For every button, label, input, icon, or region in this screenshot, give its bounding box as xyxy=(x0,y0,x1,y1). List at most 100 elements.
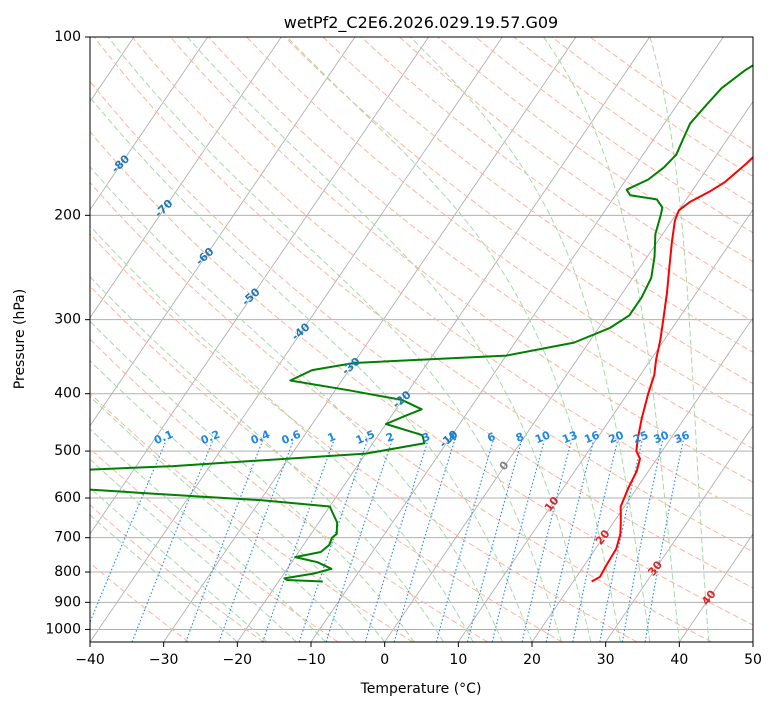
isotherm-line xyxy=(163,37,577,642)
dry-adiabat-line xyxy=(90,181,712,642)
temperature-label: 40 xyxy=(699,587,719,607)
temperature-label: 30 xyxy=(645,558,665,578)
moist-adiabat-line xyxy=(90,166,503,642)
mixing-ratio-line xyxy=(644,440,684,642)
dry-adiabat-line xyxy=(513,37,753,205)
mixing-ratio-label: 10 xyxy=(533,428,552,446)
dry-adiabat-line xyxy=(90,233,638,642)
mixing-ratio-label: 30 xyxy=(652,428,671,446)
temperature-label: 10 xyxy=(542,494,562,514)
moist-adiabat-line xyxy=(90,276,445,642)
mixing-ratio-line xyxy=(393,440,456,642)
mixing-ratio-line xyxy=(435,440,494,642)
x-tick-label: 10 xyxy=(449,652,467,668)
temperature-label: -40 xyxy=(289,320,313,343)
dry-adiabat-line xyxy=(322,37,753,353)
mixing-ratio-label: 1 xyxy=(326,430,338,445)
y-tick-label: 900 xyxy=(54,594,81,610)
isotherm-line xyxy=(90,37,282,319)
moist-adiabat-line xyxy=(90,96,533,642)
mixing-ratio-line xyxy=(185,440,264,642)
dry-adiabat-line xyxy=(90,392,414,642)
isotherm-line xyxy=(90,37,209,211)
dry-adiabat-line xyxy=(93,37,753,553)
x-tick-label: 50 xyxy=(744,652,762,668)
dry-adiabat-line xyxy=(90,447,339,642)
isotherm-line xyxy=(531,316,753,642)
isotherm-line xyxy=(457,208,753,642)
isotherm-line xyxy=(678,533,753,642)
x-tick-label: −40 xyxy=(75,652,105,668)
mixing-ratio-line xyxy=(621,440,664,642)
x-axis-ticks: −40 −30 −20 −10 0 10 20 30 40 50 xyxy=(75,642,762,668)
temperature-label: -50 xyxy=(239,285,263,308)
dry-adiabat-line xyxy=(399,37,753,292)
temperature-label: -70 xyxy=(152,197,176,220)
isotherm-lines xyxy=(0,37,753,642)
dry-adiabats xyxy=(90,37,753,642)
isotherm-line xyxy=(605,425,753,642)
y-tick-label: 700 xyxy=(54,530,81,546)
isobar-gridlines xyxy=(90,37,753,630)
isotherm-line xyxy=(236,37,651,642)
temperature-label: 0 xyxy=(497,458,512,473)
moist-adiabat-line xyxy=(90,320,415,642)
y-tick-label: 200 xyxy=(54,207,81,223)
moist-adiabat-line xyxy=(90,514,238,642)
dewpoint-profile xyxy=(90,64,753,583)
dry-adiabat-line xyxy=(90,562,190,642)
mixing-ratio-label: 8 xyxy=(514,430,526,445)
mixing-ratio-label: 0.1 xyxy=(152,428,175,447)
plot-area: -100-90-80-70-60-50-40-30-20-10010203040… xyxy=(0,37,753,642)
moist-adiabats xyxy=(90,37,710,642)
y-axis-title: Pressure (hPa) xyxy=(12,289,28,389)
dry-adiabat-line xyxy=(131,37,753,518)
y-tick-label: 1000 xyxy=(45,621,81,637)
chart-title: wetPf2_C2E6.2026.029.19.57.G09 xyxy=(284,13,558,33)
mixing-ratio-label: 25 xyxy=(631,429,650,447)
temperature-label: -90 xyxy=(69,102,93,125)
mixing-ratio-lines xyxy=(90,440,684,642)
x-tick-label: −20 xyxy=(223,652,253,668)
isotherm-line xyxy=(752,641,753,642)
moist-adiabat-line xyxy=(90,225,474,642)
isotherm-line xyxy=(0,37,60,642)
x-tick-label: 20 xyxy=(523,652,541,668)
dry-adiabat-line xyxy=(208,37,753,450)
isotherm-line xyxy=(90,37,356,427)
mixing-ratio-label: 0.6 xyxy=(280,428,303,447)
mixing-ratio-line xyxy=(491,440,545,642)
temperature-label: -20 xyxy=(390,388,414,411)
dry-adiabat-line xyxy=(475,37,753,234)
x-tick-label: 0 xyxy=(380,652,389,668)
dry-adiabat-line xyxy=(589,37,753,150)
mixing-ratio-label: 1.5 xyxy=(354,428,377,447)
temperature-label: 20 xyxy=(593,527,613,547)
dry-adiabat-line xyxy=(90,80,753,589)
moist-adiabat-line xyxy=(90,395,356,642)
y-tick-label: 800 xyxy=(54,564,81,580)
isotherm-line xyxy=(90,37,503,642)
isotherm-line xyxy=(384,100,753,642)
mixing-ratio-line xyxy=(131,440,214,642)
moist-adiabat-line xyxy=(107,37,562,642)
moist-adiabat-line xyxy=(649,37,710,642)
temperature-profile xyxy=(591,155,753,583)
y-tick-label: 400 xyxy=(54,386,81,402)
x-axis-title: Temperature (°C) xyxy=(360,681,482,697)
y-tick-label: 600 xyxy=(54,490,81,506)
temperature-label: -100 xyxy=(32,42,61,71)
mixing-ratio-line xyxy=(545,440,595,642)
dry-adiabat-line xyxy=(90,130,753,626)
moist-adiabat-line xyxy=(187,37,592,642)
dry-adiabat-line xyxy=(437,37,753,263)
mixing-ratio-line xyxy=(90,440,167,624)
dry-adiabat-line xyxy=(284,37,753,385)
mixing-ratio-label: 36 xyxy=(672,428,691,446)
y-tick-label: 100 xyxy=(54,29,81,45)
y-tick-label: 500 xyxy=(54,443,81,459)
isotherm-line xyxy=(90,37,430,535)
temperature-label: -30 xyxy=(339,355,363,378)
temperature-label: -80 xyxy=(109,152,133,175)
